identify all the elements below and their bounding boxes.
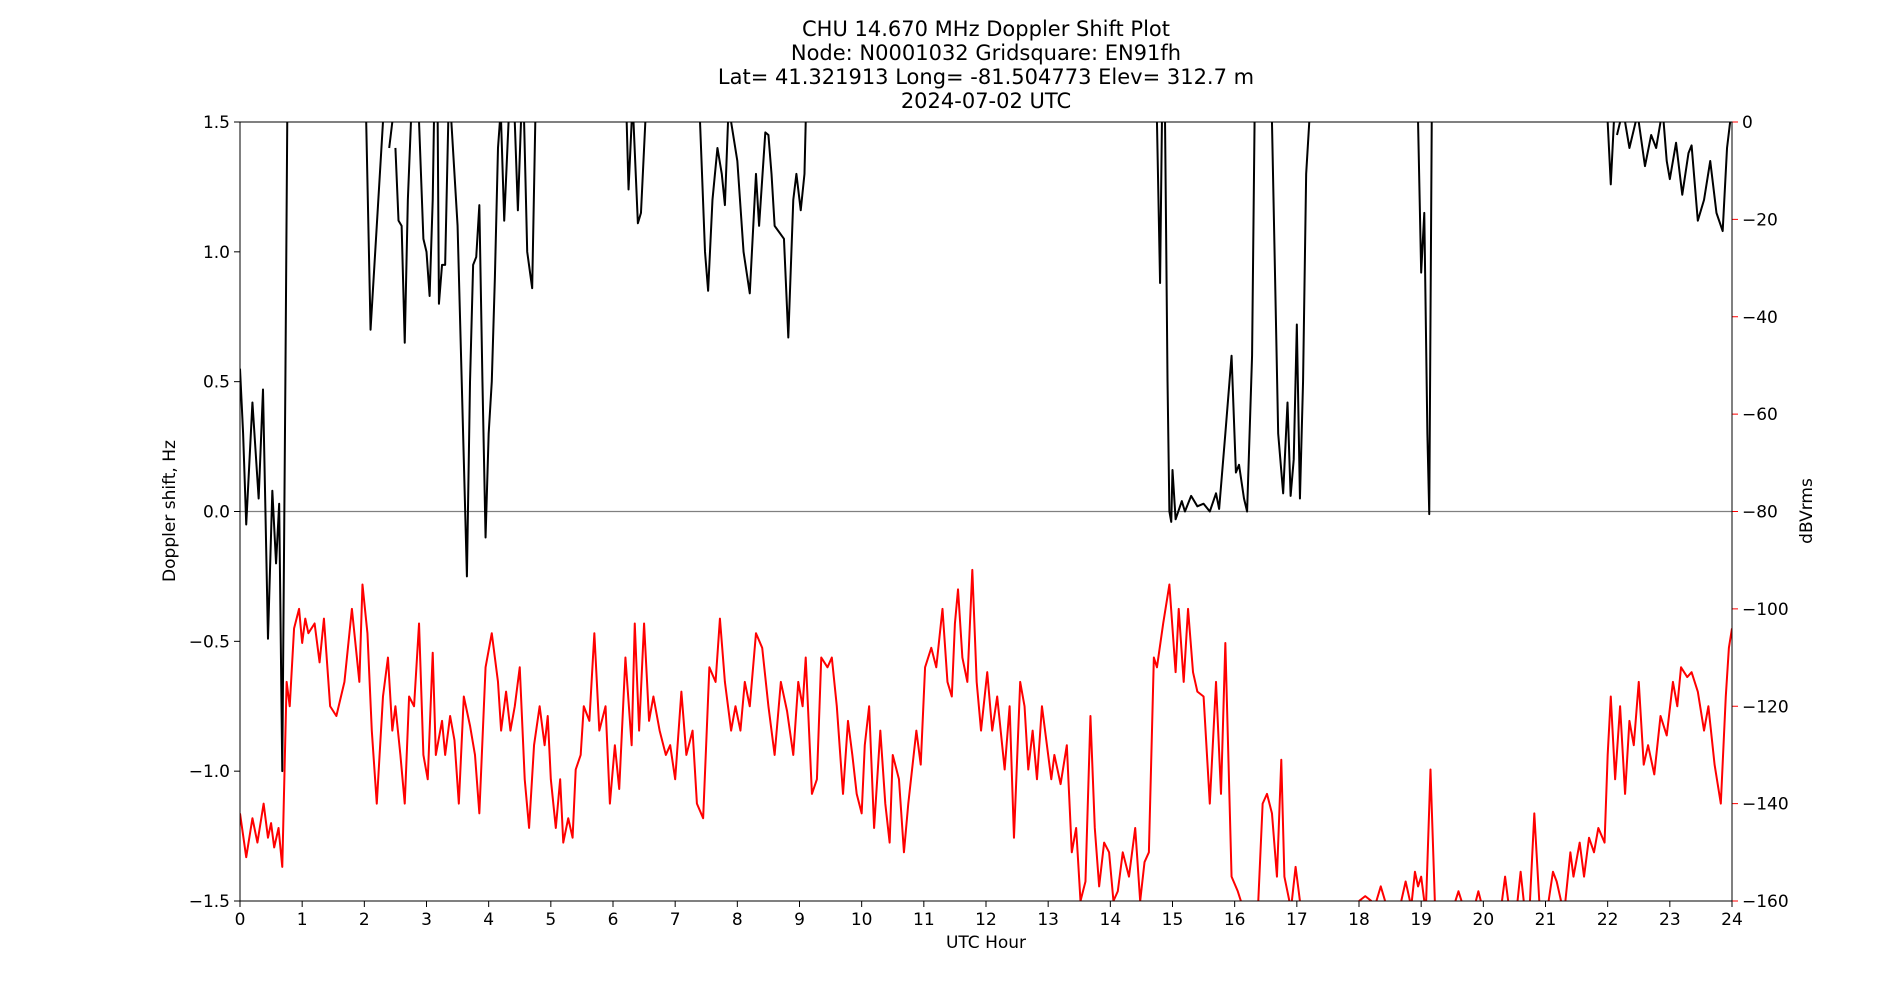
x-tick-label: 7 [670, 910, 681, 930]
chart-title: Lat= 41.321913 Long= -81.504773 Elev= 31… [718, 65, 1254, 89]
x-axis-label: UTC Hour [946, 933, 1026, 953]
x-tick-label: 19 [1410, 910, 1432, 930]
x-tick-label: 6 [608, 910, 619, 930]
y2-tick-label: −20 [1742, 210, 1778, 230]
y2-tick-label: −140 [1742, 795, 1789, 815]
x-tick-label: 12 [975, 910, 997, 930]
y-tick-label: 0.5 [203, 373, 230, 393]
y2-tick-label: −160 [1742, 892, 1789, 912]
plot-area [240, 122, 1732, 901]
x-tick-label: 20 [1473, 910, 1495, 930]
x-tick-label: 10 [851, 910, 873, 930]
y2-tick-label: 0 [1742, 113, 1753, 133]
x-tick-label: 15 [1162, 910, 1184, 930]
x-tick-label: 21 [1535, 910, 1557, 930]
x-tick-label: 16 [1224, 910, 1246, 930]
chart-title: Node: N0001032 Gridsquare: EN91fh [791, 41, 1181, 65]
y-tick-label: −1.0 [189, 762, 230, 782]
x-tick-label: 2 [359, 910, 370, 930]
y2-tick-label: −100 [1742, 600, 1789, 620]
y-tick-label: 1.0 [203, 243, 230, 263]
data-line [240, 568, 1732, 901]
y2-tick-label: −60 [1742, 405, 1778, 425]
data-line [240, 122, 1732, 773]
x-tick-label: 0 [235, 910, 246, 930]
x-tick-label: 5 [545, 910, 556, 930]
y-tick-label: 1.5 [203, 113, 230, 133]
y2-axis-label: dBVrms [1797, 478, 1817, 544]
x-tick-label: 4 [483, 910, 494, 930]
y-tick-label: −0.5 [189, 632, 230, 652]
y-tick-label: 0.0 [203, 503, 230, 523]
x-tick-label: 3 [421, 910, 432, 930]
x-tick-label: 22 [1597, 910, 1619, 930]
x-tick-label: 18 [1348, 910, 1370, 930]
x-tick-label: 9 [794, 910, 805, 930]
x-tick-label: 14 [1100, 910, 1122, 930]
x-tick-label: 24 [1721, 910, 1743, 930]
x-tick-label: 11 [913, 910, 935, 930]
y-axis-label: Doppler shift, Hz [160, 440, 180, 582]
y-tick-label: −1.5 [189, 892, 230, 912]
y2-tick-label: −40 [1742, 308, 1778, 328]
x-tick-label: 8 [732, 910, 743, 930]
x-tick-label: 23 [1659, 910, 1681, 930]
plot-frame [239, 121, 1733, 902]
x-tick-label: 1 [297, 910, 308, 930]
y2-tick-label: −120 [1742, 697, 1789, 717]
x-tick-label: 17 [1286, 910, 1308, 930]
y2-tick-label: −80 [1742, 503, 1778, 523]
chart-title: CHU 14.670 MHz Doppler Shift Plot [802, 17, 1170, 41]
chart-title: 2024-07-02 UTC [901, 89, 1071, 113]
x-tick-label: 13 [1037, 910, 1059, 930]
